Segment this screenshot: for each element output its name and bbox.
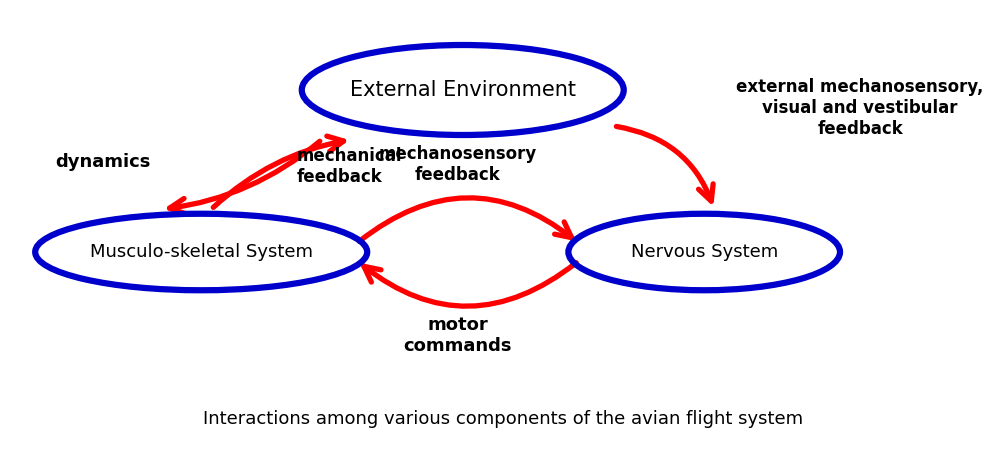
Text: Nervous System: Nervous System [631, 243, 778, 261]
Text: motor
commands: motor commands [403, 316, 512, 355]
Text: external mechanosensory,
visual and vestibular
feedback: external mechanosensory, visual and vest… [736, 78, 984, 138]
Text: dynamics: dynamics [55, 153, 151, 171]
Text: Interactions among various components of the avian flight system: Interactions among various components of… [203, 410, 803, 427]
Text: mechanosensory
feedback: mechanosensory feedback [378, 145, 537, 184]
Text: External Environment: External Environment [350, 80, 575, 100]
Text: Musculo-skeletal System: Musculo-skeletal System [90, 243, 313, 261]
Text: mechanical
feedback: mechanical feedback [297, 147, 402, 186]
